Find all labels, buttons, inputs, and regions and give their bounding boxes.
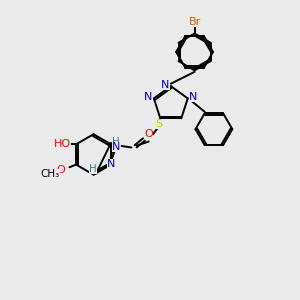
Text: H: H <box>89 164 97 174</box>
Text: O: O <box>144 129 153 139</box>
Text: Br: Br <box>188 17 201 27</box>
Text: H: H <box>112 137 120 147</box>
Text: N: N <box>107 159 116 169</box>
Text: N: N <box>161 80 169 90</box>
Text: HO: HO <box>53 140 70 149</box>
Text: O: O <box>57 165 65 175</box>
Text: N: N <box>144 92 153 102</box>
Text: S: S <box>155 119 162 129</box>
Text: N: N <box>112 142 120 152</box>
Text: N: N <box>189 92 197 102</box>
Text: CH₃: CH₃ <box>40 169 60 179</box>
